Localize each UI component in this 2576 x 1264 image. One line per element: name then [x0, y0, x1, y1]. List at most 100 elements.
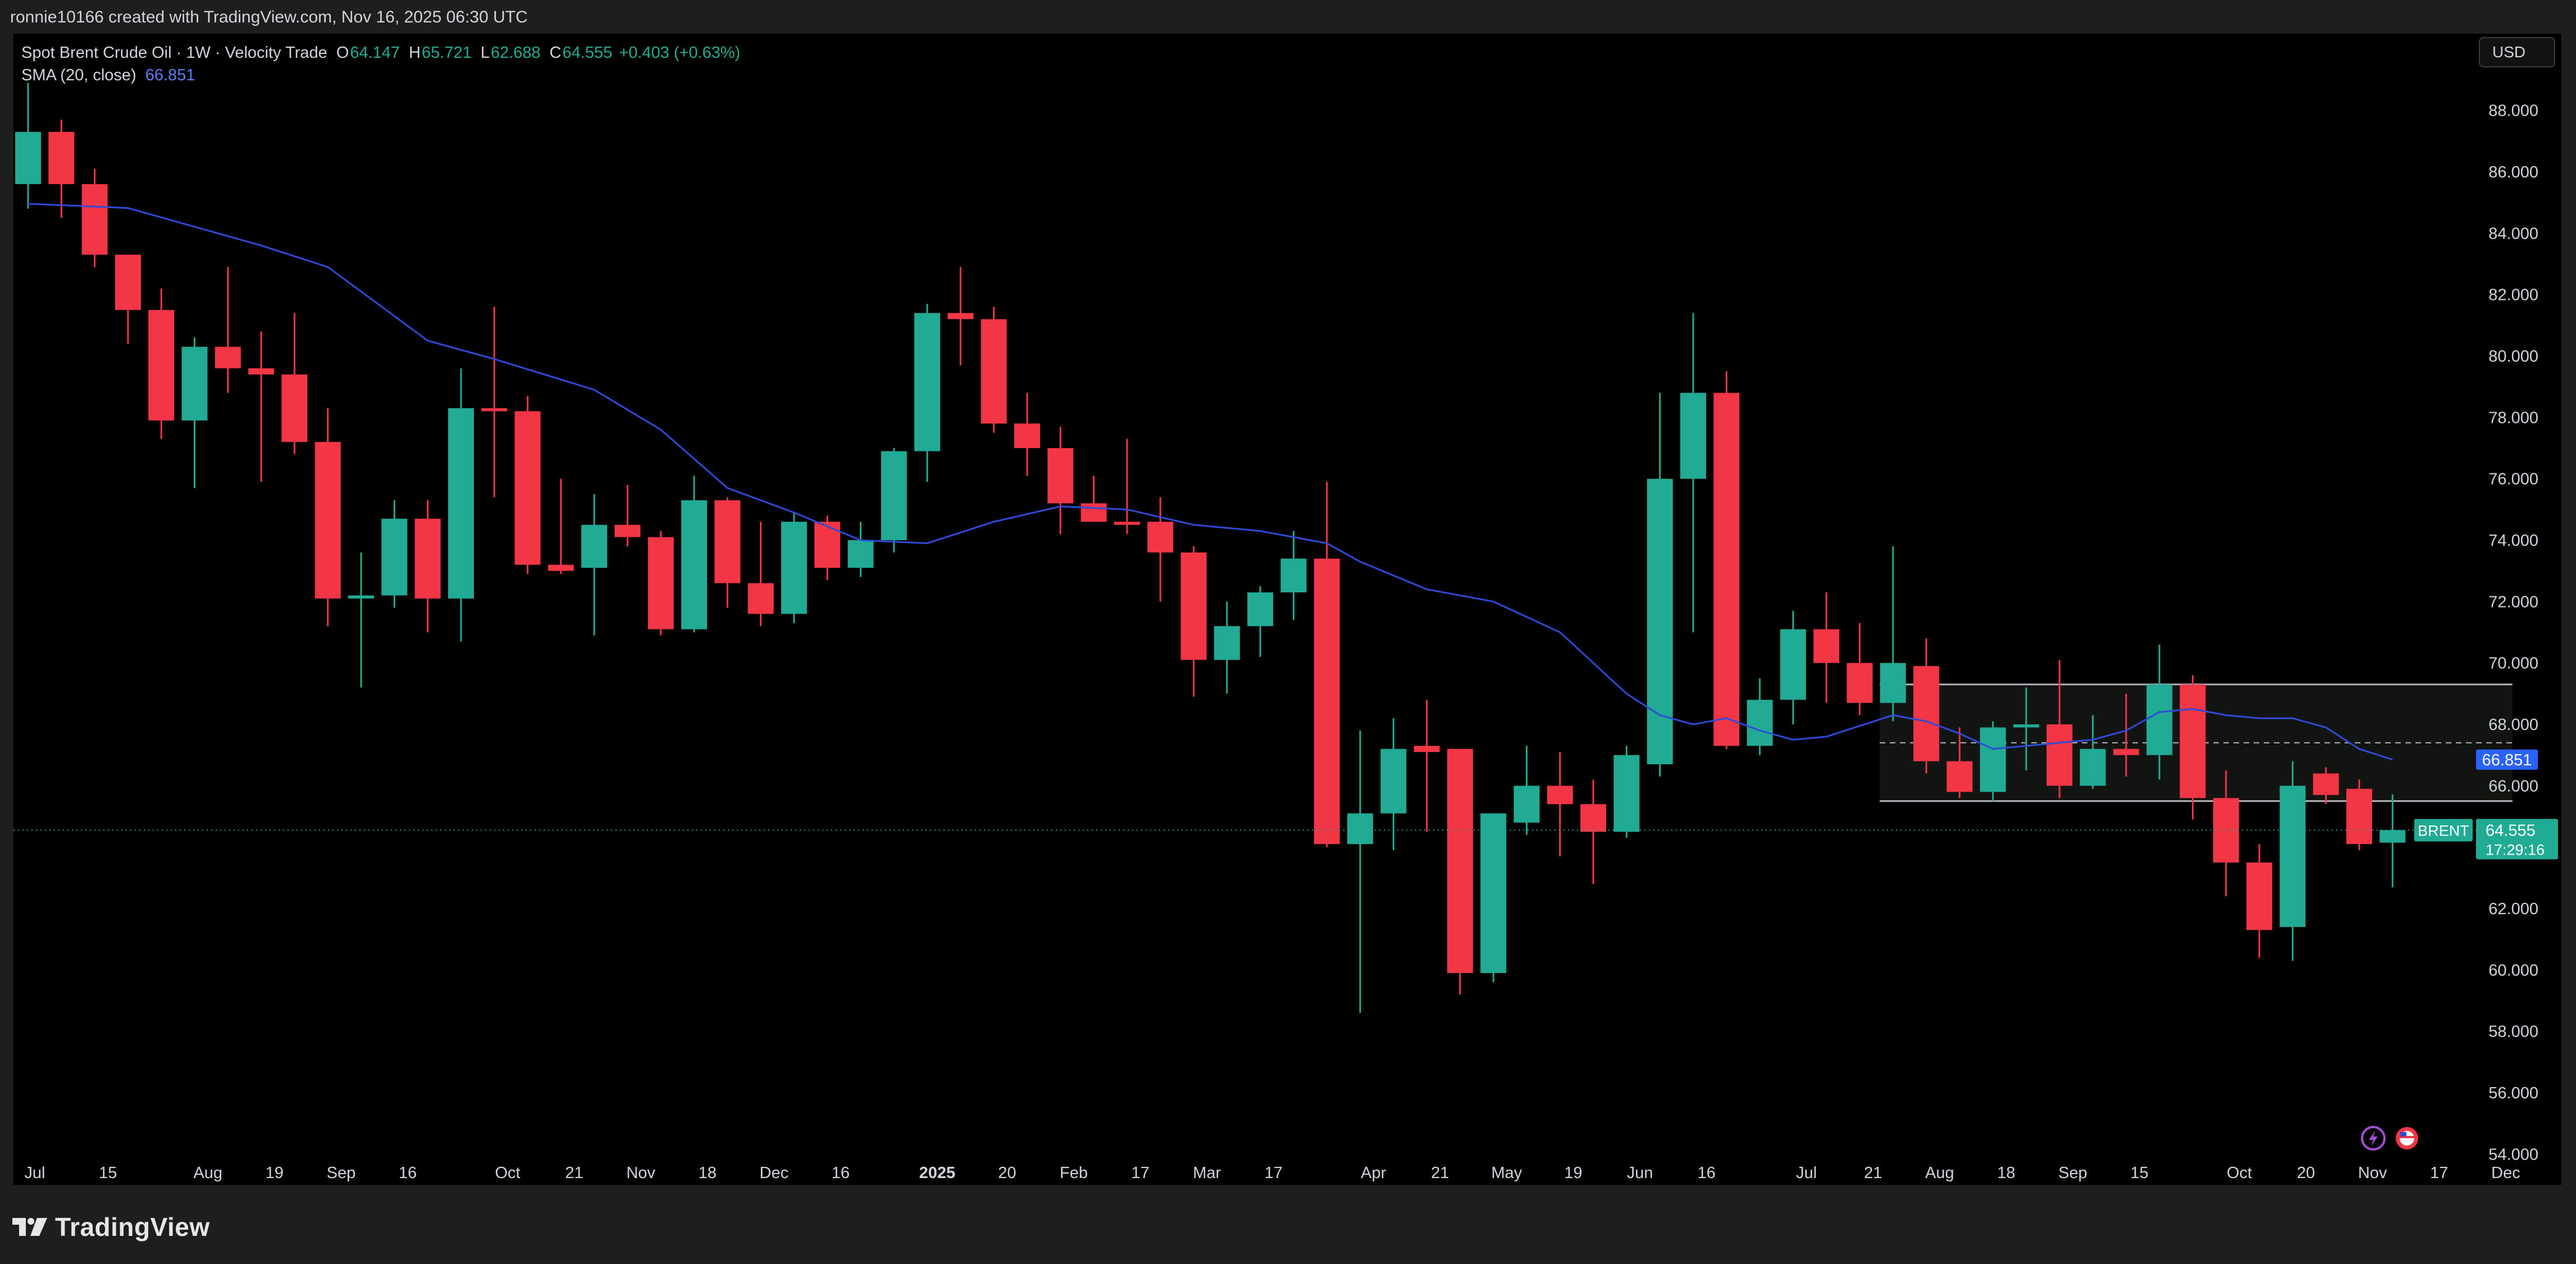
legend-ohlc-row[interactable]: Spot Brent Crude Oil · 1W · Velocity Tra… [21, 42, 740, 64]
candle[interactable] [1280, 531, 1307, 620]
candle[interactable] [681, 476, 707, 632]
price-tick-label: 58.000 [2488, 1023, 2538, 1041]
candle[interactable] [1946, 727, 1973, 798]
candle[interactable] [1080, 476, 1107, 522]
candle[interactable] [1980, 721, 2006, 801]
candle[interactable] [2279, 761, 2306, 961]
candle[interactable] [1547, 752, 1573, 857]
candle[interactable] [2213, 770, 2239, 897]
candle[interactable] [1180, 546, 1207, 697]
candle[interactable] [881, 448, 907, 553]
price-tick-label: 66.000 [2488, 777, 2538, 795]
time-tick-label: 21 [565, 1164, 583, 1182]
candle[interactable] [181, 337, 208, 489]
candle[interactable] [2080, 715, 2106, 789]
candle[interactable] [648, 531, 674, 636]
candle[interactable] [2246, 844, 2273, 958]
candle[interactable] [1447, 749, 1473, 995]
candle[interactable] [448, 368, 474, 642]
candle[interactable] [514, 396, 541, 574]
candle[interactable] [1780, 610, 1806, 724]
candle[interactable] [1880, 546, 1906, 722]
candle[interactable] [1414, 700, 1440, 832]
candle[interactable] [2113, 693, 2139, 777]
time-tick-label: 18 [1997, 1164, 2015, 1182]
lightning-icon[interactable] [2361, 1126, 2386, 1151]
candle[interactable] [1347, 730, 1373, 1013]
sma-line-group [28, 203, 2393, 761]
candle-body [1380, 749, 1407, 814]
candle[interactable] [1114, 439, 1140, 535]
candle-body [614, 524, 641, 537]
time-tick-label: Nov [626, 1164, 655, 1182]
candle[interactable] [1913, 638, 1940, 774]
sma-line[interactable] [28, 203, 2393, 761]
candle[interactable] [947, 267, 974, 366]
candle[interactable] [481, 307, 508, 498]
candle[interactable] [1680, 313, 1706, 632]
candle[interactable] [1580, 779, 1607, 884]
candle[interactable] [348, 552, 374, 688]
candle[interactable] [15, 83, 41, 209]
candle[interactable] [914, 304, 941, 482]
candle[interactable] [115, 254, 141, 344]
candle[interactable] [148, 288, 175, 439]
candle[interactable] [781, 512, 807, 623]
candle[interactable] [614, 485, 641, 546]
candle-body [148, 310, 175, 421]
candle[interactable] [1713, 371, 1740, 749]
candle-body [414, 518, 441, 599]
candle[interactable] [1014, 393, 1040, 476]
candle-body [714, 500, 741, 583]
candle[interactable] [248, 331, 275, 482]
us-flag-canton [2400, 1132, 2406, 1137]
candle[interactable] [1247, 586, 1274, 657]
candle[interactable] [281, 313, 308, 454]
candle[interactable] [1613, 746, 1640, 838]
candle-body [581, 524, 608, 568]
price-tick-label: 68.000 [2488, 716, 2538, 734]
legend-sma-row[interactable]: SMA (20, close) 66.851 [21, 64, 740, 86]
candle-body [1680, 393, 1706, 479]
price-tick-label: 72.000 [2488, 593, 2538, 611]
candle[interactable] [81, 168, 108, 267]
candle-body [314, 442, 341, 599]
time-tick-label: Jun [1627, 1164, 1653, 1182]
candle[interactable] [1380, 718, 1407, 851]
candle[interactable] [1047, 426, 1074, 535]
candle[interactable] [1513, 746, 1540, 835]
tradingview-logo[interactable]: TradingView [12, 1212, 210, 1242]
candle[interactable] [1480, 813, 1507, 983]
candle[interactable] [981, 307, 1007, 433]
candle[interactable] [1314, 482, 1340, 847]
candle[interactable] [581, 494, 608, 636]
candle[interactable] [2346, 779, 2372, 851]
candle-body [2180, 684, 2206, 798]
candle[interactable] [2313, 767, 2339, 805]
candle[interactable] [1747, 678, 1773, 755]
candle[interactable] [2180, 675, 2206, 820]
candle[interactable] [1214, 601, 1240, 694]
candle[interactable] [2379, 794, 2406, 888]
candle[interactable] [1147, 497, 1174, 602]
candle[interactable] [847, 522, 874, 577]
candle[interactable] [381, 500, 408, 608]
candle[interactable] [314, 408, 341, 627]
candle[interactable] [215, 267, 241, 393]
low-value: 62.688 [490, 44, 541, 62]
candle[interactable] [2046, 660, 2073, 798]
candle[interactable] [2013, 687, 2039, 770]
sma-price-tag [2476, 749, 2538, 770]
candle[interactable] [548, 478, 574, 574]
candle[interactable] [414, 500, 441, 632]
candle[interactable] [48, 120, 75, 218]
candle[interactable] [714, 497, 741, 608]
candle[interactable] [747, 522, 774, 627]
low-key: L [480, 44, 490, 62]
candle-body [1414, 746, 1440, 752]
currency-button[interactable]: USD [2479, 37, 2555, 67]
candle-body [1314, 558, 1340, 845]
candle[interactable] [1813, 592, 1840, 703]
candle[interactable] [1846, 623, 1873, 715]
